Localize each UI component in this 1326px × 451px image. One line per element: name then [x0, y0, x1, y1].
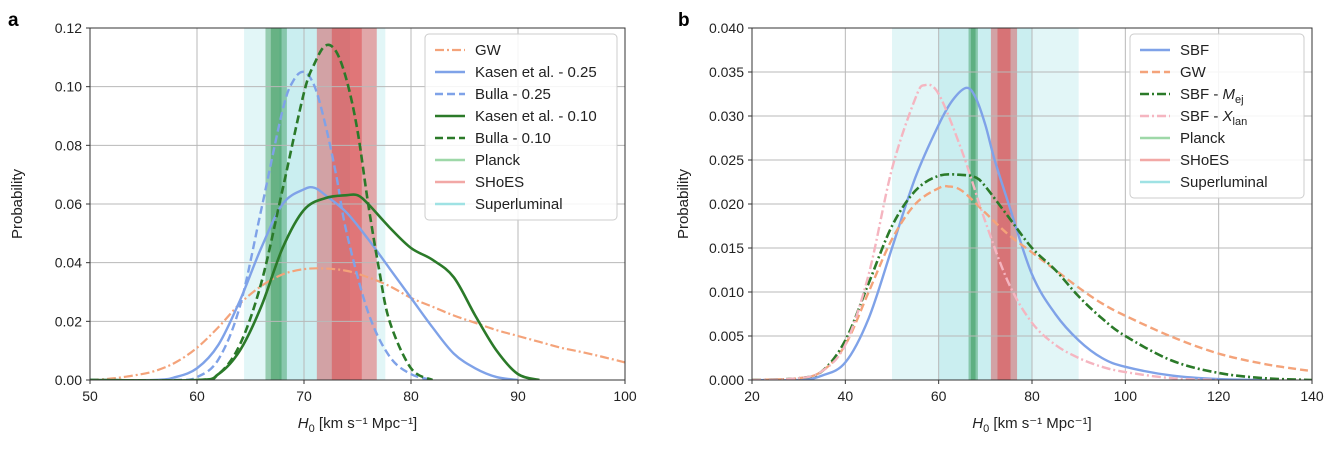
panel-b-legend-label-0: SBF: [1180, 42, 1209, 59]
panel-a-letter: a: [8, 10, 19, 31]
panel-b-series: [752, 83, 1312, 380]
panel-b-legend-label-1: GW: [1180, 64, 1207, 81]
panel-b-series-line-0: [752, 86, 1266, 380]
panel-b-xtick-label: 120: [1207, 388, 1231, 404]
panel-a-ytick-label: 0.02: [55, 313, 82, 329]
panel-b-legend-label-3: SBF - Xlan: [1180, 108, 1247, 128]
panel-a-ytick-label: 0.06: [55, 196, 82, 212]
panel-b-xtick-label: 40: [838, 388, 854, 404]
panel-a-legend-label-0: GW: [475, 42, 502, 59]
panel-a-xtick-label: 50: [82, 388, 98, 404]
panel-a-xtick-label: 60: [189, 388, 205, 404]
panel-a-xtick-label: 80: [403, 388, 419, 404]
panel-b-ytick-label: 0.005: [709, 328, 744, 344]
panel-b-xtick-label: 140: [1300, 388, 1324, 404]
panel-a-ytick-label: 0.10: [55, 79, 82, 95]
panel-a-ytick-label: 0.04: [55, 255, 82, 271]
panel-b-xtick-label: 20: [744, 388, 760, 404]
panel-b-legend-label-5: SHoES: [1180, 152, 1229, 169]
panel-b-legend-box: [1129, 33, 1305, 199]
panel-b-legend-label-4: Planck: [1180, 130, 1226, 147]
panel-a-series-line-4: [90, 43, 434, 380]
panel-b-series-line-3: [752, 83, 1219, 380]
panel-a-series-line-3: [90, 193, 540, 380]
panel-a-legend-label-2: Bulla - 0.25: [475, 86, 551, 103]
panel-b-xtick-label: 60: [931, 388, 947, 404]
panel-a-xtick-label: 100: [613, 388, 637, 404]
panel-a-legend-box: [424, 33, 618, 221]
panel-a-y-axis-label: Probability: [9, 168, 26, 239]
panel-b-xtick-label: 80: [1024, 388, 1040, 404]
panel-a-xtick-label: 70: [296, 388, 312, 404]
panel-a-series-line-2: [90, 70, 433, 380]
panel-b-ytick-label: 0.010: [709, 284, 744, 300]
panel-a-x-axis-label: H0 [km s⁻¹ Mpc⁻¹]: [298, 415, 417, 435]
panel-a-series-line-1: [90, 185, 519, 380]
panel-a-ytick-label: 0.08: [55, 137, 82, 153]
panel-a-series-line-0: [90, 267, 625, 380]
panel-b-ytick-label: 0.030: [709, 108, 744, 124]
panel-b-legend-label-6: Superluminal: [1180, 174, 1268, 191]
panel-a-legend-label-4: Bulla - 0.10: [475, 130, 551, 147]
panel-a-legend-label-5: Planck: [475, 152, 521, 169]
panel-b-legend-label-2: SBF - Mej: [1180, 86, 1244, 106]
panel-a-series: [90, 43, 625, 380]
panel-b-y-axis-label: Probability: [675, 168, 692, 239]
panel-b-chart: 20 40 60 80 100 120 140 0.000 0.005 0.010 0.015 0.0…: [675, 10, 1324, 435]
panel-a-xtick-label: 90: [510, 388, 526, 404]
panel-a-ytick-label: 0.12: [55, 20, 82, 36]
panel-a-chart: 50 60 70 80 90 100 0.00 0.02 0.04 0.06 0.08 0.10 0.1…: [8, 10, 637, 435]
panel-a-legend-label-6: SHoES: [475, 174, 524, 191]
panel-a-ytick-label: 0.00: [55, 372, 82, 388]
panel-b-ytick-label: 0.025: [709, 152, 744, 168]
panel-a-legend: GW Kasen et al. - 0.25 Bulla - 0.25 Kasen e…: [424, 33, 618, 221]
panel-b-ytick-label: 0.035: [709, 64, 744, 80]
panel-b-ytick-label: 0.015: [709, 240, 744, 256]
panel-a-legend-label-3: Kasen et al. - 0.10: [475, 108, 597, 125]
panel-b-letter: b: [678, 10, 690, 31]
panel-a-legend-label-1: Kasen et al. - 0.25: [475, 64, 597, 81]
panel-b-ytick-label: 0.000: [709, 372, 744, 388]
panel-a-legend-label-7: Superluminal: [475, 196, 563, 213]
panel-b-ytick-label: 0.040: [709, 20, 744, 36]
panel-b-xtick-label: 100: [1114, 388, 1138, 404]
panel-b-x-axis-label: H0 [km s⁻¹ Mpc⁻¹]: [972, 415, 1091, 435]
panel-b-ytick-label: 0.020: [709, 196, 744, 212]
